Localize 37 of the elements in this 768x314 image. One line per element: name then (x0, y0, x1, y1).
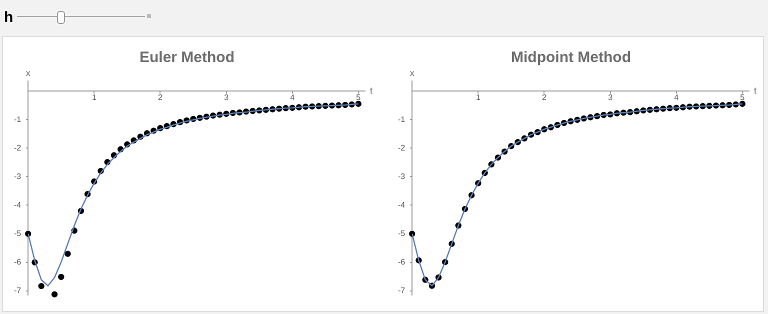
y-tick-label: -5 (14, 229, 22, 238)
y-tick-label: -1 (398, 114, 406, 124)
text: h (4, 8, 14, 26)
x-tick-label: 4 (290, 93, 296, 102)
y-tick-label: -2 (398, 143, 406, 152)
x-axis-title: t (370, 85, 373, 96)
x-tick-label: 4 (674, 93, 680, 102)
x-tick-label: 5 (356, 93, 362, 102)
y-tick-label: -7 (14, 286, 22, 296)
y-tick-label: -6 (14, 258, 22, 267)
chart-title: Midpoint Method (511, 49, 631, 66)
point (58, 274, 64, 280)
point (25, 230, 32, 237)
y-tick-label: -3 (398, 172, 406, 181)
x-tick-label: 1 (92, 93, 97, 102)
x-tick-label: 3 (608, 93, 614, 102)
point (51, 291, 58, 298)
x-tick-label: 3 (224, 93, 230, 102)
x-tick-label: 1 (476, 93, 481, 102)
x-tick-label: 2 (158, 93, 163, 102)
y-tick-label: -1 (14, 114, 22, 124)
y-tick-label: -4 (398, 200, 406, 210)
y-tick-label: -2 (14, 143, 22, 152)
chart-title: Euler Method (139, 49, 235, 66)
y-tick-label: -7 (398, 286, 406, 296)
y-tick-label: -4 (14, 200, 22, 210)
x-tick-label: 2 (542, 93, 547, 102)
y-axis-title: x (26, 68, 31, 78)
y-tick-label: -3 (14, 172, 22, 181)
x-tick-label: 5 (740, 93, 746, 102)
point (38, 282, 44, 290)
x-axis-title: t (754, 85, 757, 96)
y-tick-label: -6 (398, 258, 406, 267)
point (64, 250, 71, 257)
point (409, 230, 416, 237)
y-tick-label: -5 (398, 229, 406, 238)
y-axis-title: x (410, 68, 415, 78)
